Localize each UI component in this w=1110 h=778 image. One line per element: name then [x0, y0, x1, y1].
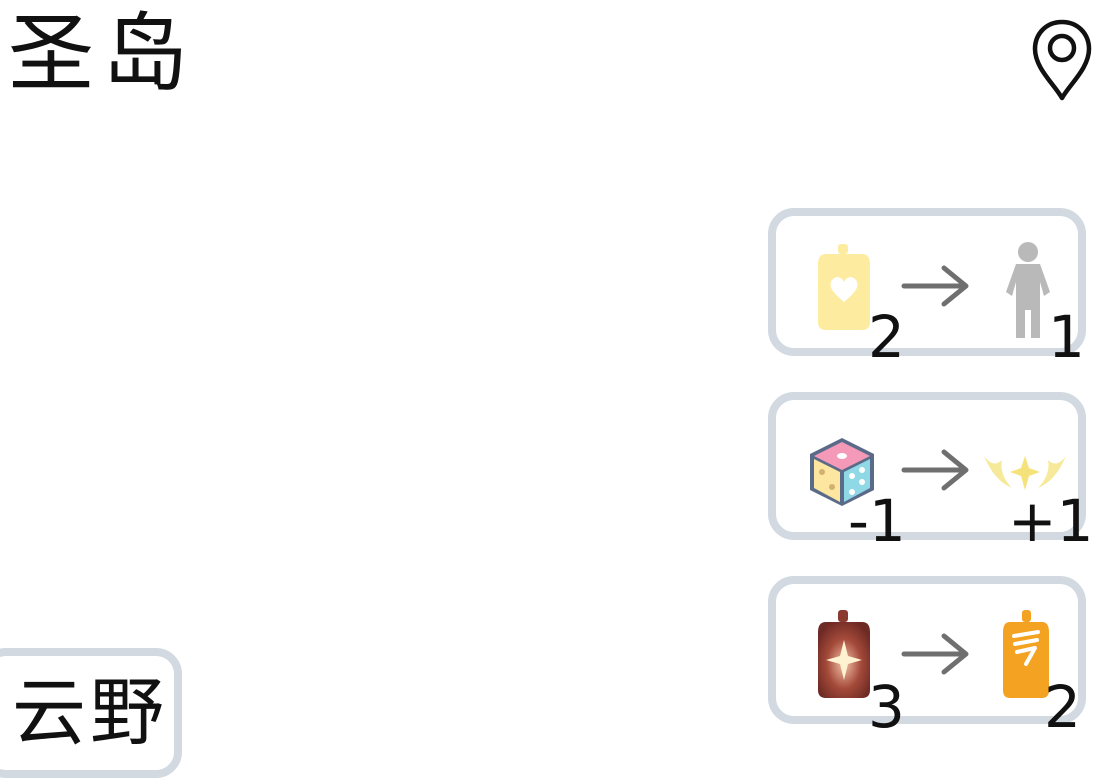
exchange-card-1[interactable]: 2 1: [768, 208, 1086, 366]
exchange-card-3[interactable]: 3 2: [768, 576, 1086, 736]
golden-wings-star-icon: [984, 456, 1066, 490]
orange-bottle-icon: [1003, 610, 1049, 698]
exchange-2-to-amount: +1: [1008, 487, 1094, 555]
yellow-heart-bottle-icon: [818, 244, 870, 330]
map-pin-icon[interactable]: [1030, 18, 1094, 102]
grey-character-icon: [1006, 242, 1050, 338]
exchange-1-from-amount: 2: [868, 303, 905, 371]
arrow-right-icon: [901, 449, 969, 491]
brown-star-bottle-icon: [818, 610, 870, 698]
exchange-card-2[interactable]: -1 +1: [768, 392, 1094, 550]
dice-icon: [810, 438, 874, 506]
area-tab-label: 云野: [12, 670, 168, 756]
exchange-1-to-amount: 1: [1048, 303, 1085, 371]
exchange-3-to-amount: 2: [1044, 673, 1081, 741]
arrow-right-icon: [901, 265, 969, 307]
area-tab[interactable]: 云野: [0, 648, 182, 778]
arrow-right-icon: [901, 633, 969, 675]
exchange-3-from-amount: 3: [868, 673, 905, 741]
page-title: 圣岛: [8, 4, 196, 104]
exchange-2-from-amount: -1: [848, 487, 906, 555]
